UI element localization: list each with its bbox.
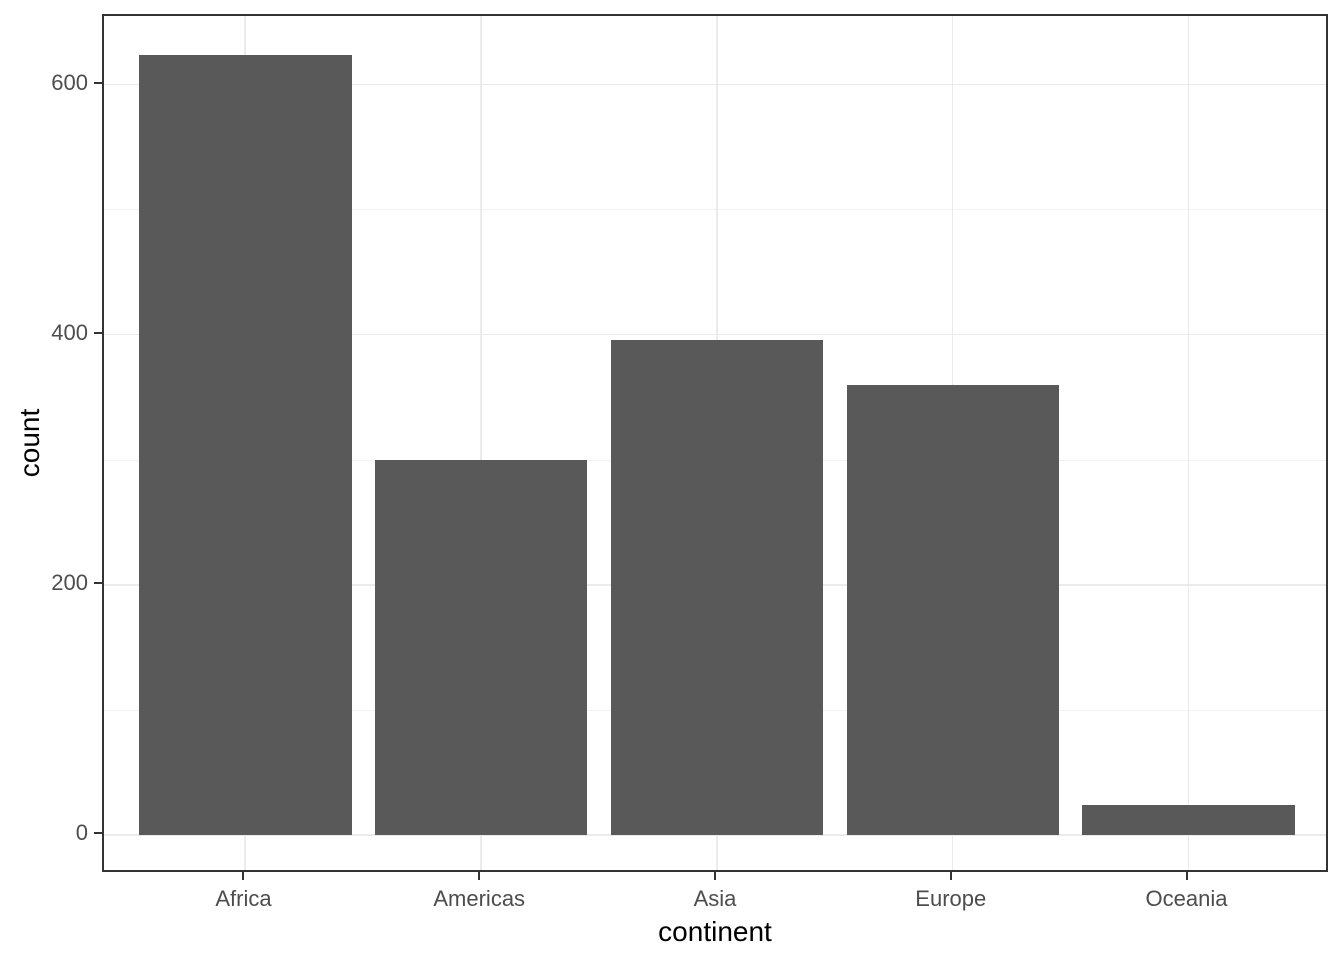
gridline-major-x-oceania [1187, 16, 1190, 870]
x-tick-mark-asia [714, 872, 716, 880]
x-tick-label-oceania: Oceania [1145, 886, 1228, 911]
y-tick-mark-400 [94, 331, 102, 334]
y-tick-mark-0 [94, 832, 102, 835]
bar-europe [846, 384, 1059, 836]
gridline-minor-y-500 [104, 209, 1326, 211]
x-tick-mark-americas [478, 872, 481, 880]
y-tick-label-600: 600 [51, 69, 88, 95]
x-tick-label-europe: Europe [915, 886, 987, 911]
gridline-major-x-americas [480, 16, 482, 870]
y-tick-mark-200 [94, 582, 102, 585]
plot-panel [102, 14, 1328, 872]
bar-oceania [1082, 805, 1295, 836]
x-tick-label-americas: Americas [433, 886, 526, 911]
x-tick-label-asia: Asia [693, 886, 737, 911]
y-tick-mark-600 [94, 81, 102, 84]
y-tick-label-200: 200 [51, 570, 88, 596]
gridline-major-y-400 [104, 333, 1326, 336]
y-axis-title: count [14, 408, 45, 478]
x-tick-mark-europe [949, 872, 952, 880]
gridline-major-y-600 [104, 83, 1326, 86]
x-axis-title: continent [658, 916, 772, 947]
x-tick-label-africa: Africa [215, 886, 272, 911]
x-tick-mark-oceania [1185, 872, 1188, 880]
bar-africa [139, 54, 352, 836]
x-tick-mark-africa [242, 872, 245, 880]
y-tick-label-0: 0 [75, 820, 88, 846]
y-tick-label-400: 400 [51, 319, 88, 345]
bar-americas [375, 460, 588, 836]
bar-asia [610, 339, 824, 836]
